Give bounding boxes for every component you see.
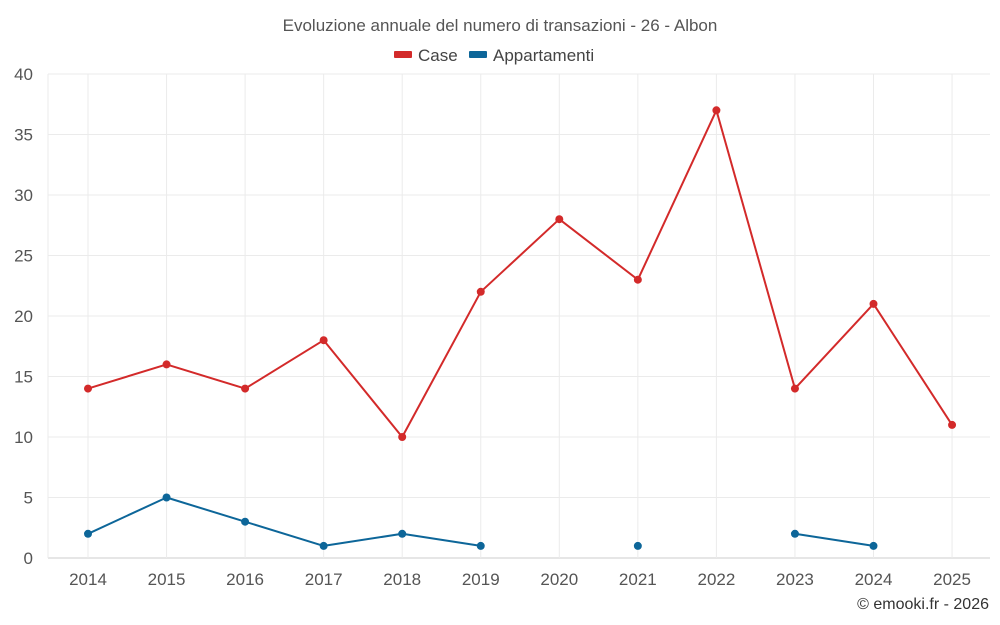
data-point-appartamenti[interactable]	[869, 541, 878, 550]
series-line-appartamenti	[794, 532, 874, 547]
data-point-appartamenti[interactable]	[633, 541, 642, 550]
data-point-appartamenti[interactable]	[84, 529, 92, 538]
y-tick-label: 15	[14, 368, 33, 387]
x-tick-label: 2021	[619, 570, 657, 589]
y-axis: 0 5 10 15 20 25 30 35 40	[14, 65, 33, 568]
legend-item-case[interactable]: Case	[394, 46, 458, 65]
data-point-appartamenti[interactable]	[162, 493, 171, 502]
y-tick-label: 10	[14, 428, 33, 447]
x-axis: 2014 2015 2016 2017 2018 2019 2020 2021 2022 2023…	[69, 570, 971, 589]
series-case	[84, 106, 957, 441]
data-point-case[interactable]	[633, 275, 642, 284]
data-point-appartamenti[interactable]	[476, 541, 485, 550]
x-tick-label: 2023	[776, 570, 814, 589]
data-point-appartamenti[interactable]	[398, 529, 407, 538]
x-tick-label: 2018	[383, 570, 421, 589]
x-tick-label: 2025	[933, 570, 971, 589]
legend-swatch-appartamenti	[469, 51, 487, 58]
y-tick-label: 35	[14, 126, 33, 145]
legend: Case Appartamenti	[394, 46, 594, 65]
y-tick-label: 0	[24, 549, 33, 568]
x-tick-label: 2022	[697, 570, 735, 589]
data-point-case[interactable]	[869, 299, 878, 308]
data-point-appartamenti[interactable]	[319, 541, 328, 550]
x-tick-label: 2016	[226, 570, 264, 589]
data-point-case[interactable]	[319, 336, 328, 345]
x-tick-label: 2015	[148, 570, 186, 589]
y-tick-label: 20	[14, 307, 33, 326]
x-tick-label: 2014	[69, 570, 107, 589]
data-point-appartamenti[interactable]	[241, 517, 250, 526]
data-point-case[interactable]	[162, 360, 171, 369]
legend-label-case: Case	[418, 46, 458, 65]
data-point-case[interactable]	[712, 106, 721, 115]
data-point-appartamenti[interactable]	[790, 529, 799, 538]
y-tick-label: 5	[24, 489, 33, 508]
data-point-case[interactable]	[476, 287, 485, 296]
data-point-case[interactable]	[790, 384, 799, 393]
data-point-case[interactable]	[84, 384, 92, 393]
series-line-case	[87, 109, 953, 438]
x-tick-label: 2017	[305, 570, 343, 589]
series-appartamenti	[84, 493, 878, 550]
legend-label-appartamenti: Appartamenti	[493, 46, 594, 65]
data-point-case[interactable]	[398, 433, 407, 441]
x-tick-label: 2019	[462, 570, 500, 589]
credit-text: © emooki.fr - 2026	[857, 596, 989, 613]
data-point-case[interactable]	[948, 420, 957, 429]
series-layer	[84, 106, 957, 550]
legend-swatch-case	[394, 51, 412, 58]
data-point-case[interactable]	[241, 384, 250, 393]
x-tick-label: 2024	[855, 570, 893, 589]
y-tick-label: 25	[14, 247, 33, 266]
chart-title: Evoluzione annuale del numero di transaz…	[283, 16, 718, 35]
x-tick-label: 2020	[540, 570, 578, 589]
legend-item-appartamenti[interactable]: Appartamenti	[469, 46, 594, 65]
grid	[47, 73, 990, 559]
y-tick-label: 30	[14, 186, 33, 205]
data-point-case[interactable]	[555, 215, 564, 224]
y-tick-label: 40	[14, 65, 33, 84]
series-line-appartamenti	[87, 496, 481, 547]
